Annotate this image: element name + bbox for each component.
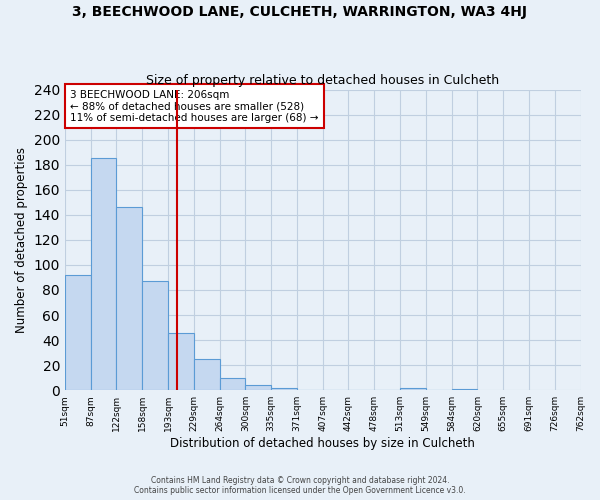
Text: 3 BEECHWOOD LANE: 206sqm
← 88% of detached houses are smaller (528)
11% of semi-: 3 BEECHWOOD LANE: 206sqm ← 88% of detach… [70, 90, 319, 123]
Bar [194, 359, 220, 390]
Bar [116, 208, 142, 390]
Bar [168, 332, 194, 390]
Bar [452, 389, 478, 390]
Bar [400, 388, 426, 390]
Bar [220, 378, 245, 390]
Bar [65, 275, 91, 390]
Bar [271, 388, 297, 390]
Title: Size of property relative to detached houses in Culcheth: Size of property relative to detached ho… [146, 74, 499, 87]
Bar [245, 385, 271, 390]
Bar [142, 281, 168, 390]
X-axis label: Distribution of detached houses by size in Culcheth: Distribution of detached houses by size … [170, 437, 475, 450]
Y-axis label: Number of detached properties: Number of detached properties [15, 147, 28, 333]
Text: Contains HM Land Registry data © Crown copyright and database right 2024.
Contai: Contains HM Land Registry data © Crown c… [134, 476, 466, 495]
Text: 3, BEECHWOOD LANE, CULCHETH, WARRINGTON, WA3 4HJ: 3, BEECHWOOD LANE, CULCHETH, WARRINGTON,… [73, 5, 527, 19]
Bar [91, 158, 116, 390]
